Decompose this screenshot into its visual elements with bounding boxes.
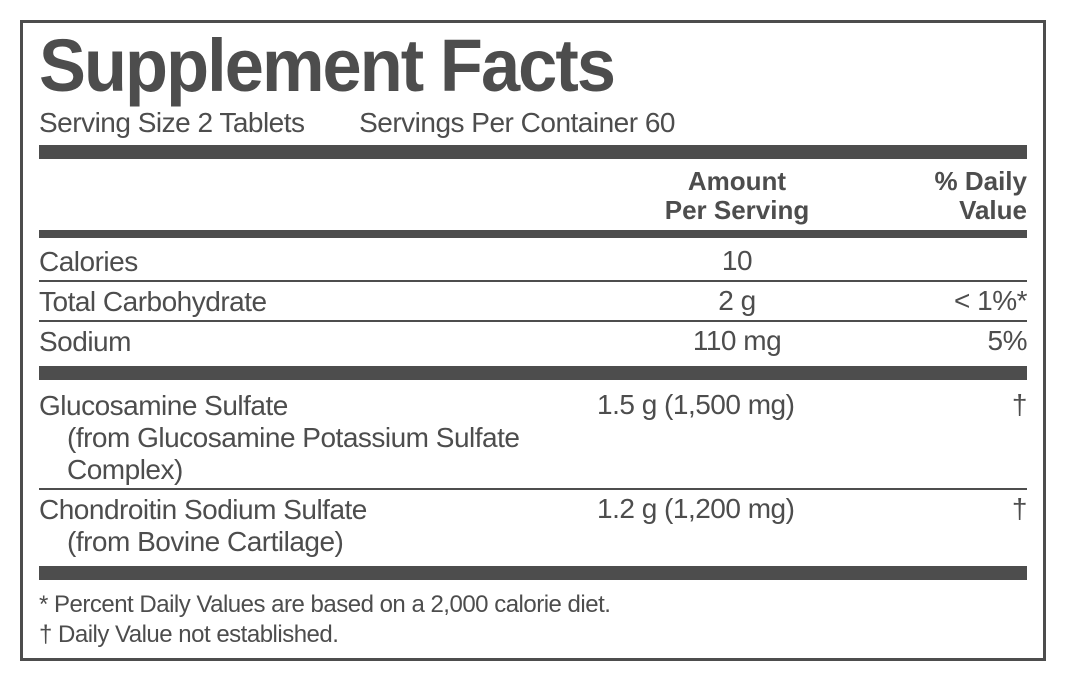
header-amount-line1: Amount	[688, 166, 786, 196]
nutrient-name: Sodium	[39, 326, 597, 358]
nutrient-amount: 2 g	[597, 286, 877, 317]
divider-bar	[39, 230, 1027, 238]
nutrient-amount: 1.2 g (1,200 mg)	[597, 494, 877, 525]
table-row: Glucosamine Sulfate (from Glucosamine Po…	[39, 386, 1027, 488]
table-row: Calories 10	[39, 242, 1027, 280]
header-amount-line2: Per Serving	[665, 195, 810, 225]
nutrient-dv: < 1%*	[877, 286, 1027, 317]
header-dv-line1: % Daily	[935, 166, 1028, 196]
header-dv: % Daily Value	[877, 167, 1027, 224]
footnote-pdv: * Percent Daily Values are based on a 2,…	[39, 590, 1027, 620]
footnote-dagger: † Daily Value not established.	[39, 620, 1027, 650]
nutrient-dv: †	[877, 494, 1027, 525]
serving-info-row: Serving Size 2 Tablets Servings Per Cont…	[39, 107, 1027, 139]
supplement-facts-panel: Supplement Facts Serving Size 2 Tablets …	[20, 20, 1046, 661]
panel-title: Supplement Facts	[39, 29, 978, 103]
footnotes: * Percent Daily Values are based on a 2,…	[39, 586, 1027, 650]
nutrient-source: (from Glucosamine Potassium Sulfate Comp…	[39, 422, 597, 486]
header-dv-line2: Value	[959, 195, 1027, 225]
table-row: Chondroitin Sodium Sulfate (from Bovine …	[39, 488, 1027, 560]
nutrient-section-1: Calories 10 Total Carbohydrate 2 g < 1%*…	[39, 242, 1027, 360]
nutrient-name-main: Glucosamine Sulfate	[39, 390, 288, 421]
nutrient-name: Chondroitin Sodium Sulfate (from Bovine …	[39, 494, 597, 558]
nutrient-amount: 1.5 g (1,500 mg)	[597, 390, 877, 421]
table-row: Sodium 110 mg 5%	[39, 320, 1027, 360]
serving-size-label: Serving Size	[39, 107, 190, 138]
nutrient-name-main: Chondroitin Sodium Sulfate	[39, 494, 367, 525]
nutrient-name: Calories	[39, 246, 597, 278]
table-row: Total Carbohydrate 2 g < 1%*	[39, 280, 1027, 320]
divider-bar	[39, 566, 1027, 580]
nutrient-name: Glucosamine Sulfate (from Glucosamine Po…	[39, 390, 597, 486]
nutrient-name: Total Carbohydrate	[39, 286, 597, 318]
nutrient-amount: 110 mg	[597, 326, 877, 357]
column-header-row: Amount Per Serving % Daily Value	[39, 165, 1027, 226]
divider-bar	[39, 366, 1027, 380]
nutrient-dv: 5%	[877, 326, 1027, 357]
header-amount: Amount Per Serving	[597, 167, 877, 224]
nutrient-dv: †	[877, 390, 1027, 421]
serving-size-value: 2 Tablets	[197, 107, 304, 138]
divider-bar	[39, 145, 1027, 159]
nutrient-source: (from Bovine Cartilage)	[39, 526, 597, 558]
servings-per-container-label: Servings Per Container	[359, 107, 637, 138]
nutrient-amount: 10	[597, 246, 877, 277]
servings-per-container-value: 60	[645, 107, 675, 138]
nutrient-section-2: Glucosamine Sulfate (from Glucosamine Po…	[39, 386, 1027, 560]
